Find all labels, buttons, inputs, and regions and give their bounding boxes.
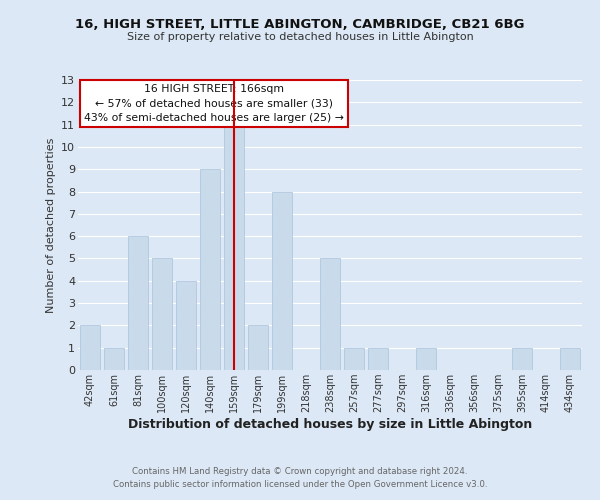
Bar [560, 348, 580, 370]
Bar [416, 348, 436, 370]
Bar [128, 236, 148, 370]
Bar [200, 169, 220, 370]
Bar [512, 348, 532, 370]
Bar [368, 348, 388, 370]
Bar [80, 326, 100, 370]
X-axis label: Distribution of detached houses by size in Little Abington: Distribution of detached houses by size … [128, 418, 532, 431]
Y-axis label: Number of detached properties: Number of detached properties [46, 138, 56, 312]
Text: Contains HM Land Registry data © Crown copyright and database right 2024.: Contains HM Land Registry data © Crown c… [132, 467, 468, 476]
Bar [152, 258, 172, 370]
Text: 16 HIGH STREET: 166sqm
← 57% of detached houses are smaller (33)
43% of semi-det: 16 HIGH STREET: 166sqm ← 57% of detached… [84, 84, 344, 123]
Bar [104, 348, 124, 370]
Bar [224, 124, 244, 370]
Bar [344, 348, 364, 370]
Text: Size of property relative to detached houses in Little Abington: Size of property relative to detached ho… [127, 32, 473, 42]
Bar [176, 281, 196, 370]
Text: Contains public sector information licensed under the Open Government Licence v3: Contains public sector information licen… [113, 480, 487, 489]
Text: 16, HIGH STREET, LITTLE ABINGTON, CAMBRIDGE, CB21 6BG: 16, HIGH STREET, LITTLE ABINGTON, CAMBRI… [75, 18, 525, 30]
Bar [272, 192, 292, 370]
Bar [320, 258, 340, 370]
Bar [248, 326, 268, 370]
